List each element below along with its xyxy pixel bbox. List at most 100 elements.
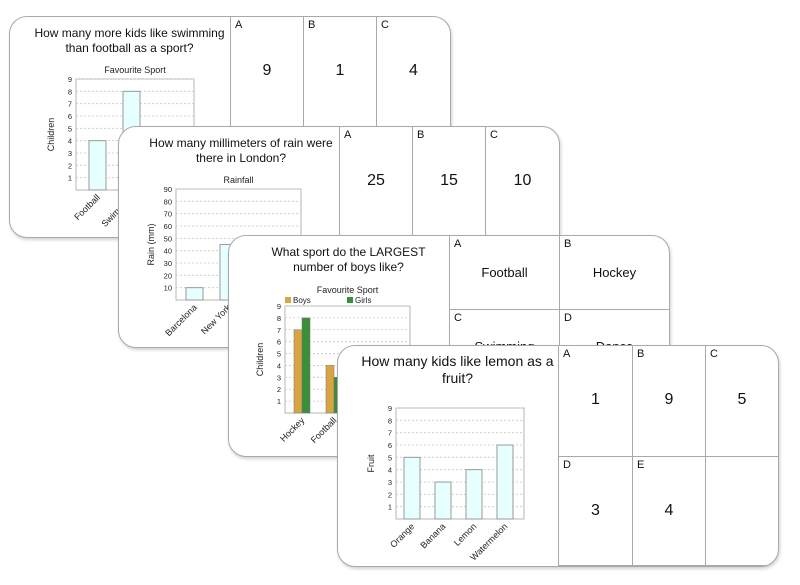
- option-a[interactable]: A 25: [339, 127, 412, 237]
- option-value: 10: [513, 172, 532, 189]
- option-a[interactable]: A 1: [558, 346, 632, 457]
- question-text: How many kids like lemon as a fruit?: [361, 353, 554, 386]
- y-tick-label: 8: [388, 416, 392, 425]
- option-e[interactable]: E 4: [632, 457, 705, 566]
- y-tick-label: 8: [277, 314, 281, 323]
- y-tick-label: 7: [68, 100, 72, 109]
- option-b[interactable]: B 1: [303, 17, 376, 127]
- y-axis-label: Children: [46, 118, 56, 152]
- x-tick-label: Lemon: [452, 521, 479, 548]
- chart-title: Favourite Sport: [317, 285, 379, 295]
- y-tick-label: 2: [68, 161, 72, 170]
- y-axis-label: Rain (mm): [146, 223, 156, 265]
- bar-boys: [325, 365, 335, 414]
- x-tick-label: Football: [309, 415, 339, 445]
- option-value: Football: [481, 265, 528, 280]
- y-tick-label: 4: [388, 466, 392, 475]
- question-text: What sport do the LARGEST number of boys…: [271, 245, 426, 274]
- y-tick-label: 3: [68, 149, 72, 158]
- bar: [496, 444, 514, 520]
- y-axis-label: Fruit: [366, 454, 376, 472]
- option-letter: C: [454, 312, 462, 324]
- question-text: How many more kids like swimming than fo…: [34, 26, 225, 55]
- y-tick-label: 4: [68, 137, 72, 146]
- option-value: 9: [262, 62, 272, 79]
- x-tick-label: Football: [72, 192, 102, 222]
- y-tick-label: 50: [164, 234, 172, 243]
- option-value: Hockey: [592, 265, 637, 280]
- option-letter: B: [637, 348, 645, 360]
- option-b[interactable]: B 15: [412, 127, 485, 237]
- y-tick-label: 6: [68, 112, 72, 121]
- option-letter: D: [563, 459, 571, 471]
- x-tick-label: Banana: [418, 521, 447, 550]
- option-letter: B: [417, 129, 425, 141]
- legend-swatch: [347, 297, 353, 303]
- chart-title: Favourite Sport: [104, 65, 166, 75]
- bar: [403, 456, 421, 520]
- option-letter: C: [381, 19, 389, 31]
- question-card-4: How many kids like lemon as a fruit? 1 2 3…: [337, 345, 779, 567]
- x-tick-label: Orange: [388, 521, 416, 549]
- y-tick-label: 60: [164, 222, 172, 231]
- option-value: 9: [664, 391, 674, 408]
- y-tick-label: 70: [164, 210, 172, 219]
- option-letter: A: [454, 238, 462, 250]
- y-tick-label: 1: [388, 503, 392, 512]
- y-tick-label: 5: [388, 453, 392, 462]
- option-c[interactable]: C 10: [485, 127, 559, 237]
- y-axis-label: Children: [255, 343, 265, 377]
- y-tick-label: 6: [277, 338, 281, 347]
- option-letter: A: [235, 19, 243, 31]
- bar-girls: [301, 317, 311, 414]
- option-letter: A: [563, 348, 571, 360]
- option-value: 1: [591, 391, 600, 408]
- y-tick-label: 90: [164, 185, 172, 194]
- chart-title: Rainfall: [223, 175, 253, 185]
- y-tick-label: 7: [388, 429, 392, 438]
- y-tick-label: 9: [388, 404, 392, 413]
- option-a[interactable]: A Football: [449, 236, 559, 310]
- option-value: 5: [737, 391, 747, 408]
- y-tick-label: 6: [388, 441, 392, 450]
- y-tick-label: 30: [164, 259, 172, 268]
- option-c[interactable]: C 5: [705, 346, 778, 457]
- option-letter: A: [344, 129, 352, 141]
- y-tick-label: 3: [388, 478, 392, 487]
- option-letter: D: [564, 312, 572, 324]
- y-tick-label: 7: [277, 326, 281, 335]
- y-tick-label: 5: [68, 124, 72, 133]
- option-c[interactable]: C 4: [376, 17, 450, 127]
- x-tick-label: Barcelona: [163, 302, 199, 338]
- option-d[interactable]: D 3: [558, 457, 632, 566]
- option-b[interactable]: B 9: [632, 346, 705, 457]
- y-tick-label: 4: [277, 361, 281, 370]
- y-tick-label: 9: [277, 302, 281, 311]
- option-a[interactable]: A 9: [230, 17, 303, 127]
- answer-grid: A 1 B 9 C 5 D 3 E 4: [558, 346, 778, 566]
- option-letter: E: [637, 459, 645, 471]
- y-tick-label: 2: [388, 490, 392, 499]
- y-tick-label: 2: [277, 385, 281, 394]
- option-value: 25: [367, 172, 385, 189]
- option-empty: [705, 457, 778, 566]
- option-letter: B: [308, 19, 316, 31]
- option-letter: C: [710, 348, 718, 360]
- y-tick-label: 8: [68, 87, 72, 96]
- option-value: 4: [664, 502, 674, 519]
- y-tick-label: 1: [68, 174, 72, 183]
- option-letter: C: [490, 129, 498, 141]
- legend-label: Girls: [355, 296, 371, 305]
- y-tick-label: 1: [277, 397, 281, 406]
- option-b[interactable]: B Hockey: [559, 236, 669, 310]
- y-tick-label: 9: [68, 75, 72, 84]
- option-value: 15: [440, 172, 458, 189]
- x-tick-label: Hockey: [278, 415, 307, 444]
- y-tick-label: 10: [164, 284, 172, 293]
- bar: [465, 469, 483, 520]
- y-tick-label: 40: [164, 247, 172, 256]
- bar-boys: [293, 329, 303, 414]
- option-value: 3: [591, 502, 600, 519]
- legend-swatch: [285, 297, 291, 303]
